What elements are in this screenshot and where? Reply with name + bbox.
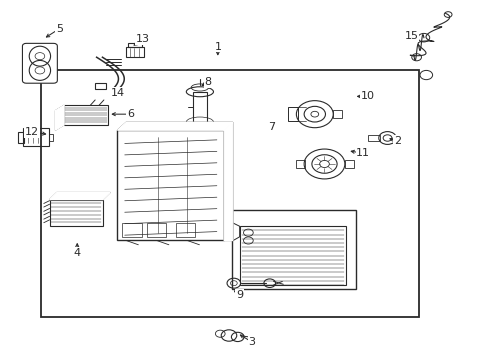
Text: 15: 15 (404, 31, 418, 41)
Text: 8: 8 (204, 77, 211, 87)
Polygon shape (55, 105, 64, 130)
Bar (125, 47, 144, 57)
Bar (175, 223, 195, 237)
Text: 9: 9 (236, 289, 243, 300)
FancyBboxPatch shape (22, 43, 57, 83)
Bar (49, 199, 102, 226)
Bar (48, 134, 53, 141)
Bar (146, 223, 165, 237)
Text: 6: 6 (127, 109, 134, 119)
Text: 4: 4 (74, 248, 81, 258)
Text: 11: 11 (356, 148, 369, 158)
Text: 1: 1 (214, 41, 221, 51)
Text: 5: 5 (56, 24, 62, 34)
Bar (18, 132, 24, 143)
Bar (122, 223, 142, 237)
Text: 2: 2 (393, 136, 400, 146)
Text: 12: 12 (25, 127, 39, 137)
Text: 7: 7 (267, 122, 274, 132)
Bar (367, 135, 379, 141)
Polygon shape (224, 122, 232, 240)
Polygon shape (117, 122, 232, 130)
Bar (23, 129, 48, 146)
Text: 3: 3 (248, 337, 255, 347)
Bar (296, 160, 305, 168)
Bar (95, 83, 105, 89)
Bar (117, 130, 224, 240)
Text: 14: 14 (110, 88, 124, 98)
Bar (332, 110, 341, 118)
Text: 10: 10 (361, 91, 374, 102)
Text: 13: 13 (135, 35, 149, 44)
Bar (64, 105, 107, 125)
Bar (344, 160, 353, 168)
Polygon shape (49, 193, 110, 199)
Bar (41, 70, 418, 317)
Bar (287, 107, 297, 121)
Bar (127, 43, 142, 47)
Bar (239, 226, 346, 285)
Bar (193, 92, 206, 122)
Bar (232, 210, 355, 288)
